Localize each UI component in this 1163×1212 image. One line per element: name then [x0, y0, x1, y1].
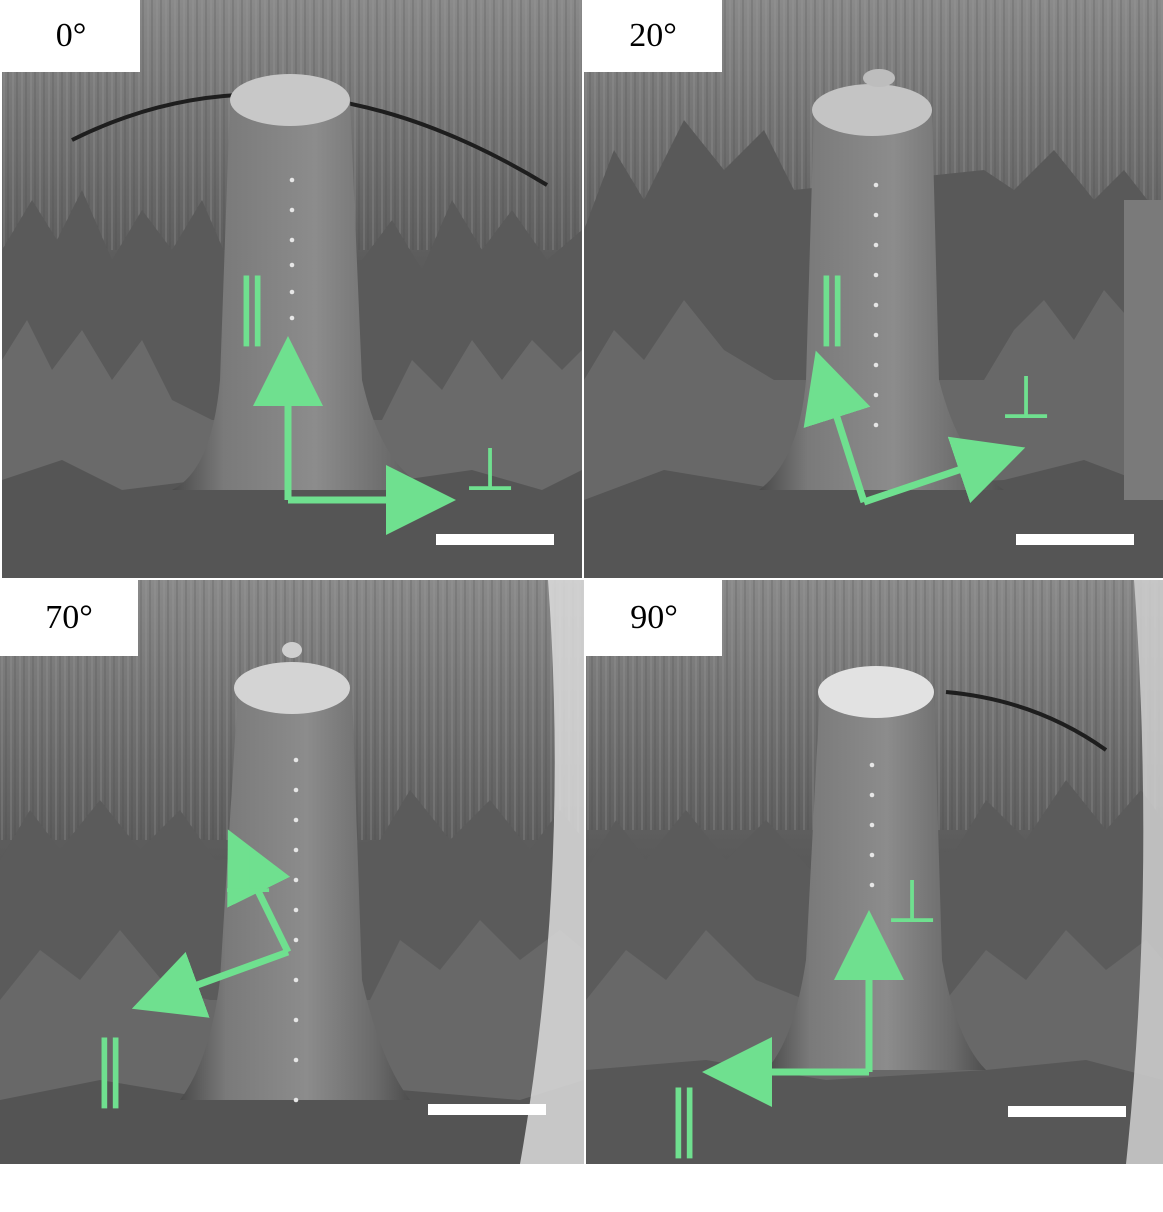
perp-symbol: ⊥ — [222, 837, 275, 907]
sem-image — [584, 0, 1163, 578]
scale-bar — [428, 1104, 546, 1115]
sem-panel-70deg: 70° ⊥ ∥ — [0, 580, 584, 1164]
angle-label: 20° — [584, 0, 722, 72]
sem-panel-90deg: 90° ⊥ ∥ — [586, 580, 1163, 1164]
sem-panel-0deg: 0° ∥ ⊥ — [2, 0, 582, 578]
parallel-symbol: ∥ — [814, 264, 850, 348]
scale-bar — [1016, 534, 1134, 545]
parallel-symbol: ∥ — [92, 1026, 128, 1110]
scale-bar — [1008, 1106, 1126, 1117]
perp-symbol: ⊥ — [1000, 363, 1053, 433]
sem-image — [0, 580, 584, 1164]
perp-symbol: ⊥ — [464, 435, 517, 505]
parallel-symbol: ∥ — [666, 1076, 702, 1160]
scale-bar — [436, 534, 554, 545]
parallel-symbol: ∥ — [234, 264, 270, 348]
sem-panel-20deg: 20° ∥ ⊥ — [584, 0, 1163, 578]
angle-label: 90° — [586, 580, 722, 656]
perp-symbol: ⊥ — [886, 867, 939, 937]
angle-label: 0° — [2, 0, 140, 72]
angle-label: 70° — [0, 580, 138, 656]
